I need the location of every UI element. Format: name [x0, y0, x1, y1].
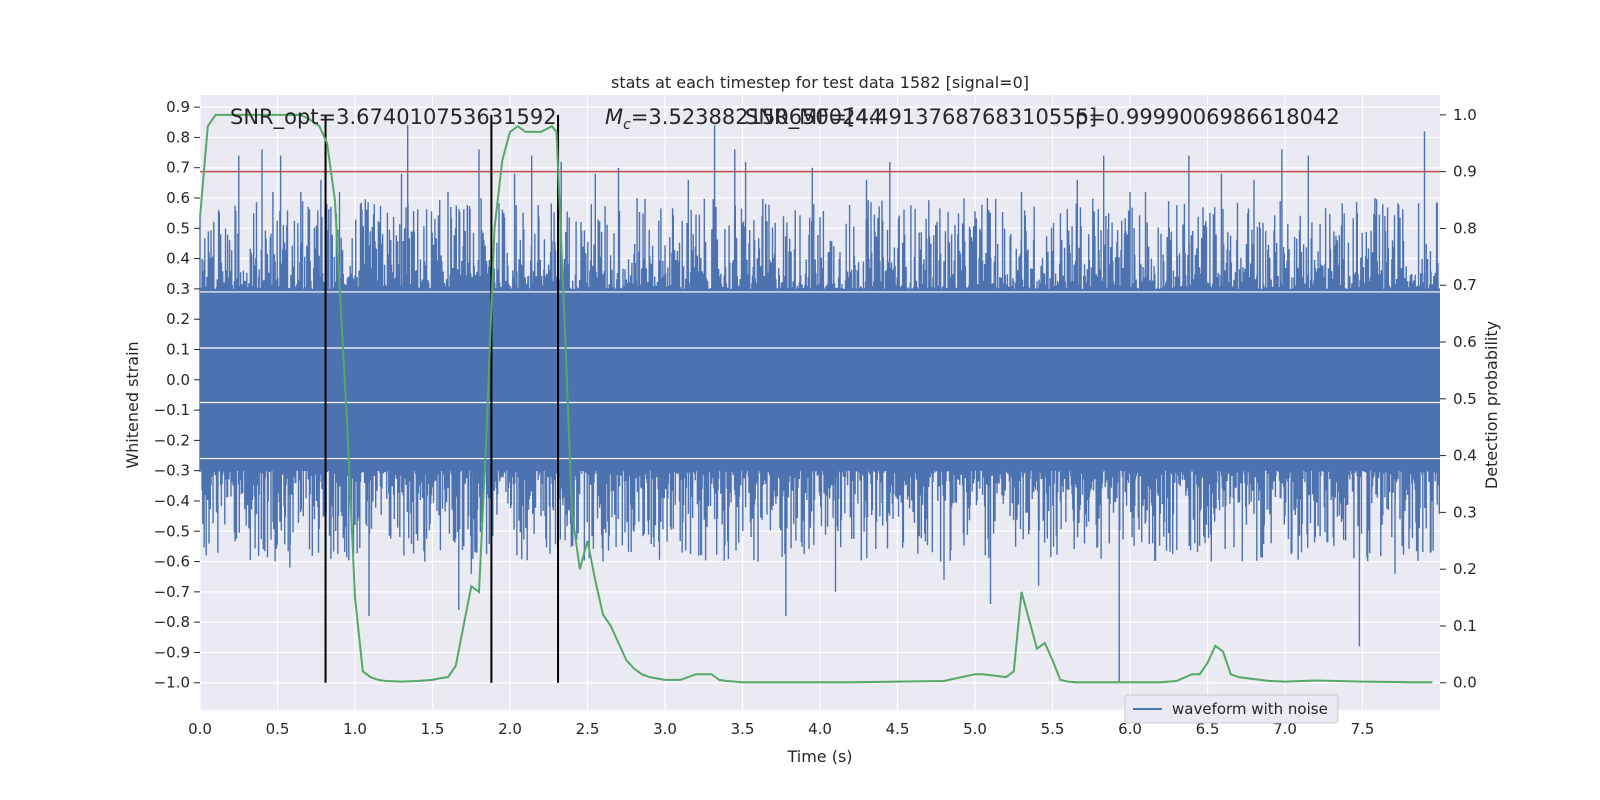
y2-tick-label: 0.1	[1453, 617, 1477, 635]
y-tick-label: −0.3	[154, 462, 190, 480]
x-tick-label: 1.5	[421, 720, 445, 738]
mc-value: =3.5238821506500244	[631, 105, 882, 129]
y-tick-label: 0.1	[166, 340, 190, 358]
x-tick-label: 7.0	[1273, 720, 1297, 738]
y2-tick-label: 0.2	[1453, 560, 1477, 578]
chart-title: stats at each timestep for test data 158…	[611, 73, 1029, 92]
x-tick-label: 3.0	[653, 720, 677, 738]
mc-subscript: c	[623, 117, 631, 133]
y-tick-label: −0.6	[154, 553, 190, 571]
x-tick-label: 4.0	[808, 720, 832, 738]
y-ticks: 0.9 0.8 0.7 0.6 0.5 0.4 0.3 0.2 0.1 0.0 −0.1 −0.2 −0…	[154, 98, 200, 692]
y-axis-label: Whitened strain	[123, 341, 142, 468]
annotation-p: p=0.9999006986618042	[1075, 105, 1340, 129]
annotation-snr-mf: SNR_MF=[4.4913768768310555]	[745, 105, 1097, 130]
x-tick-label: 5.0	[963, 720, 987, 738]
mc-symbol: M	[605, 105, 623, 129]
x-axis-label: Time (s)	[786, 747, 852, 766]
y-tick-label: 0.3	[166, 280, 190, 298]
y-tick-label: 0.4	[166, 250, 190, 268]
y-tick-label: −0.2	[154, 431, 190, 449]
legend: waveform with noise	[1124, 694, 1339, 724]
x-tick-label: 0.5	[266, 720, 290, 738]
x-tick-label: 3.5	[731, 720, 755, 738]
y-tick-label: 0.7	[166, 159, 190, 177]
x-tick-label: 6.0	[1118, 720, 1142, 738]
annotation-mc: Mc=3.5238821506500244	[605, 105, 882, 133]
x-tick-label: 2.0	[498, 720, 522, 738]
y-tick-label: −0.4	[154, 492, 190, 510]
y2-axis-label: Detection probability	[1482, 321, 1501, 489]
x-tick-label: 4.5	[886, 720, 910, 738]
y2-tick-label: 0.8	[1453, 219, 1477, 237]
vertical-markers	[324, 114, 560, 683]
y-tick-label: −0.7	[154, 583, 190, 601]
y-tick-label: −0.5	[154, 522, 190, 540]
x-tick-label: 7.5	[1351, 720, 1375, 738]
x-tick-label: 6.5	[1196, 720, 1220, 738]
x-tick-label: 2.5	[576, 720, 600, 738]
y2-tick-label: 0.0	[1453, 674, 1477, 692]
y-tick-label: 0.5	[166, 219, 190, 237]
y2-tick-label: 0.6	[1453, 333, 1477, 351]
x-tick-label: 5.5	[1041, 720, 1065, 738]
y-tick-label: 0.0	[166, 371, 190, 389]
y-tick-label: −0.8	[154, 613, 190, 631]
waveform-series	[199, 125, 1440, 683]
y2-tick-label: 0.9	[1453, 163, 1477, 181]
x-tick-label: 1.0	[343, 720, 367, 738]
legend-label: waveform with noise	[1172, 700, 1328, 718]
y-tick-label: 0.8	[166, 128, 190, 146]
x-tick-label: 0.0	[188, 720, 212, 738]
y2-tick-label: 0.5	[1453, 390, 1477, 408]
y-tick-label: −0.1	[154, 401, 190, 419]
y-tick-label: 0.2	[166, 310, 190, 328]
x-ticks: 0.0 0.5 1.0 1.5 2.0 2.5 3.0 3.5 4.0 4.5 5.0 5.5 6.0 6…	[188, 720, 1374, 738]
y-tick-label: −1.0	[154, 674, 190, 692]
y2-tick-label: 1.0	[1453, 106, 1477, 124]
probability-line	[199, 113, 1433, 684]
legend-box	[1124, 694, 1339, 724]
y2-tick-label: 0.4	[1453, 447, 1477, 465]
y2-tick-label: 0.7	[1453, 276, 1477, 294]
y2-ticks: 1.0 0.9 0.8 0.7 0.6 0.5 0.4 0.3 0.2 0.1 0.0	[1440, 106, 1477, 692]
y-tick-label: 0.6	[166, 189, 190, 207]
y-tick-label: 0.9	[166, 98, 190, 116]
y-tick-label: −0.9	[154, 643, 190, 661]
annotation-snr-opt: SNR_opt=3.674010753631592	[230, 105, 557, 130]
waveform-trace	[199, 125, 1440, 683]
y2-tick-label: 0.3	[1453, 503, 1477, 521]
